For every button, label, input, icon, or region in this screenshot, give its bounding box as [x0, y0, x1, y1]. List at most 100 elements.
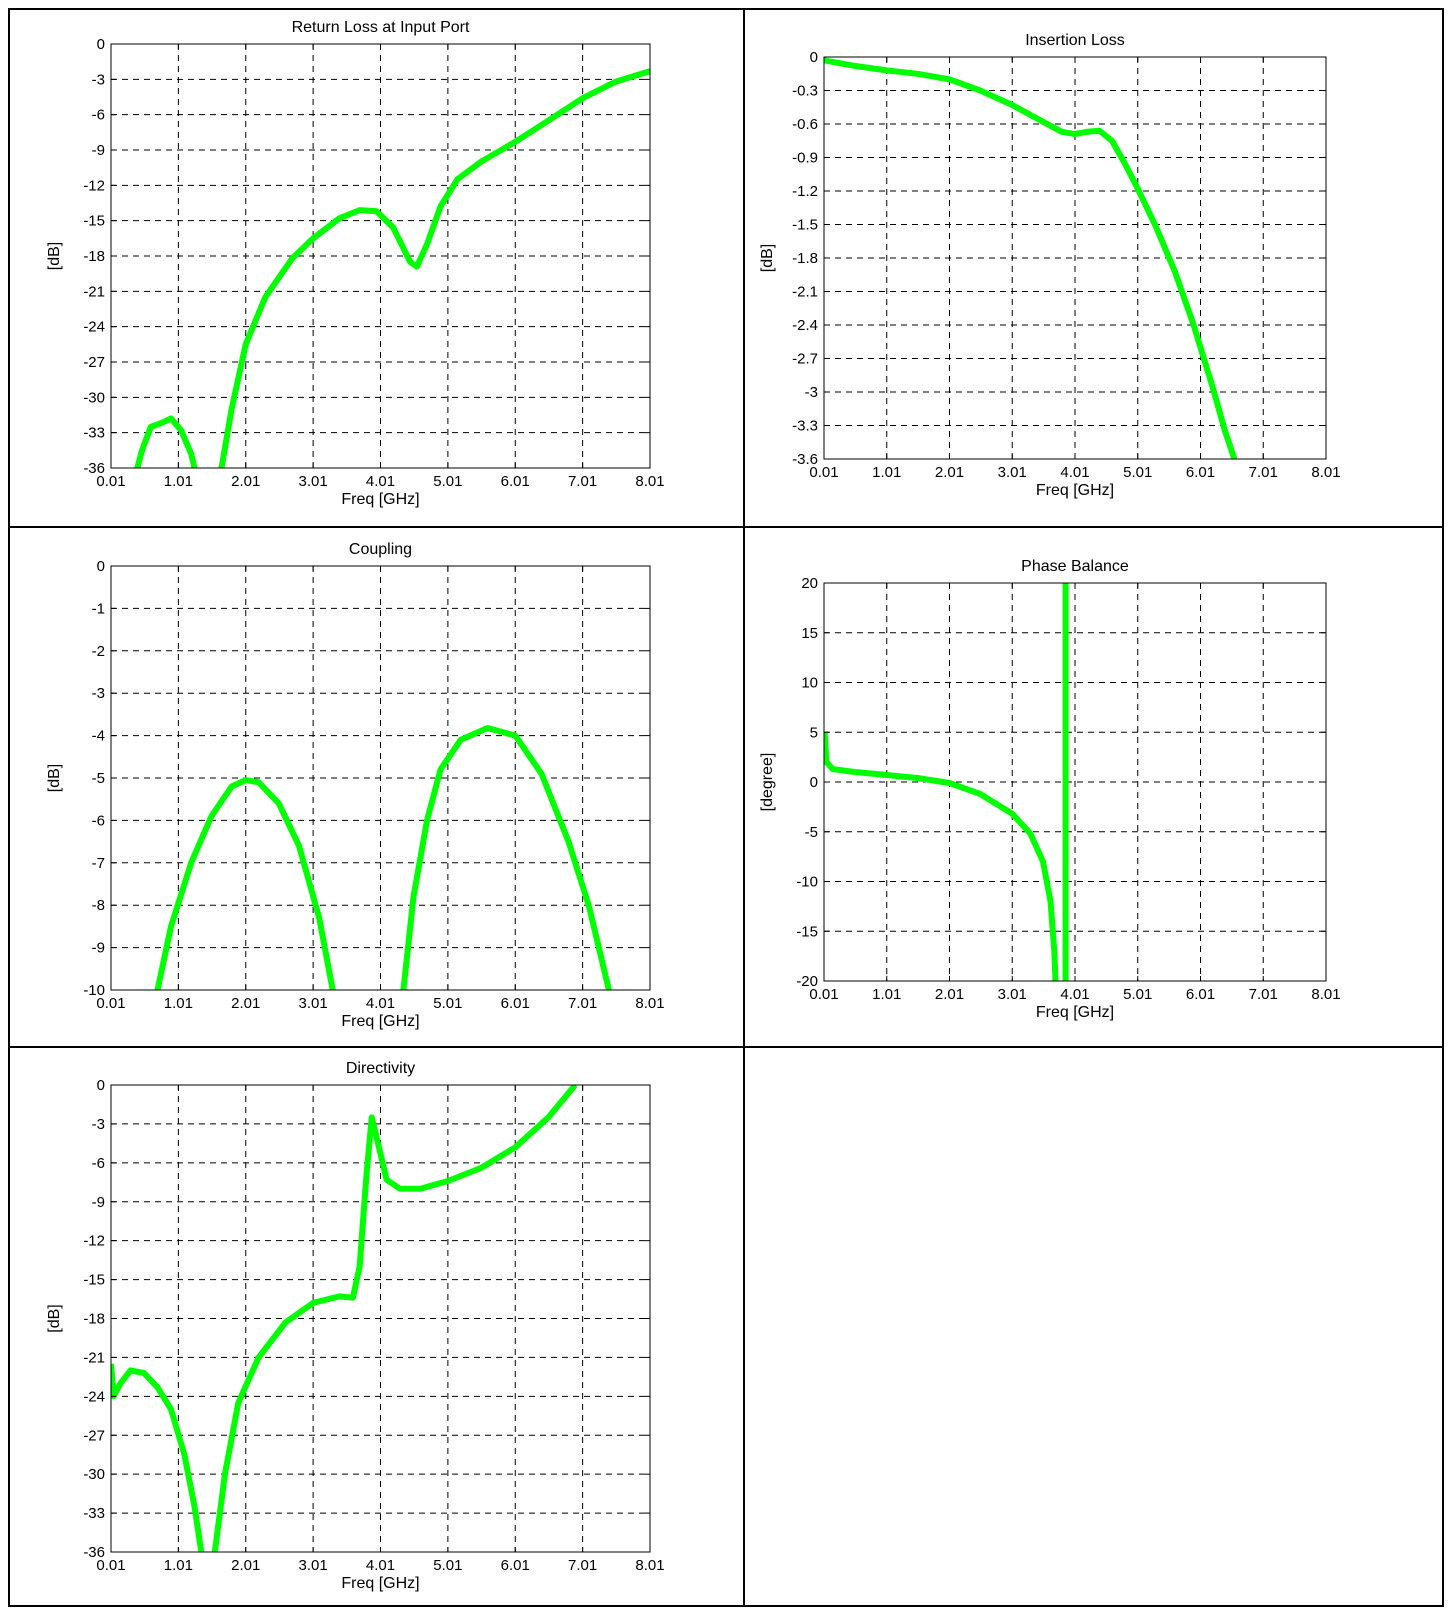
chart-cell-directivity: 0.01 1.01 2.01 3.01 4.01 5.01 6.01 7.01 8.01 0 -3 -… [10, 1048, 743, 1605]
y-tick-label: -30 [83, 1466, 105, 1483]
row-divider-2 [8, 1046, 1444, 1048]
y-axis-label: [dB] [46, 242, 63, 270]
x-tick-label: 2.01 [231, 995, 260, 1012]
y-tick-label: -3 [92, 1116, 105, 1133]
y-tick-label: -8 [92, 897, 105, 914]
coupling-chart: 0.01 1.01 2.01 3.01 4.01 5.01 6.01 7.01 8.01 0 -1 -… [46, 541, 665, 1030]
x-tick-label: 4.01 [366, 995, 395, 1012]
x-tick-label: 5.01 [433, 473, 462, 490]
y-tick-label: -21 [83, 283, 105, 300]
y-tick-label: -24 [83, 319, 105, 336]
chart-title: Directivity [346, 1060, 415, 1077]
x-tick-label: 6.01 [1186, 986, 1215, 1003]
x-tick-label: 2.01 [231, 473, 260, 490]
x-tick-label: 6.01 [501, 995, 530, 1012]
y-tick-label: -9 [92, 142, 105, 159]
y-tick-label: -33 [83, 1505, 105, 1522]
y-tick-label: -1.5 [792, 217, 818, 234]
x-tick-label: 8.01 [635, 473, 664, 490]
y-tick-label: -2.4 [792, 317, 818, 334]
x-tick-label: 7.01 [1249, 986, 1278, 1003]
y-tick-label: -3 [92, 685, 105, 702]
y-tick-label: -10 [83, 982, 105, 999]
y-tick-label: -27 [83, 354, 105, 371]
y-tick-label: 5 [810, 724, 818, 741]
x-tick-label: 3.01 [299, 473, 328, 490]
series-line-segment-0 [154, 777, 336, 990]
y-tick-label: 0 [810, 49, 818, 66]
y-tick-label: 10 [801, 675, 818, 692]
chart-title: Return Loss at Input Port [292, 19, 470, 36]
y-tick-label: -6 [92, 812, 105, 829]
y-tick-label: -6 [92, 107, 105, 124]
column-divider [743, 8, 745, 1607]
y-tick-label: -0.9 [792, 150, 818, 167]
y-tick-label: -21 [83, 1349, 105, 1366]
y-tick-label: -3.6 [792, 451, 818, 468]
y-tick-label: -1.8 [792, 250, 818, 267]
y-tick-label: 15 [801, 625, 818, 642]
chart-grid-frame [8, 8, 1444, 1607]
y-tick-label: -3.3 [792, 418, 818, 435]
y-tick-label: -12 [83, 177, 105, 194]
y-tick-label: -15 [83, 1272, 105, 1289]
x-tick-label: 0.01 [809, 464, 838, 481]
x-tick-label: 0.01 [96, 995, 125, 1012]
x-tick-label: 8.01 [635, 1557, 664, 1574]
x-axis-label: Freq [GHz] [1036, 482, 1114, 499]
y-axis-label: [degree] [759, 753, 776, 812]
x-tick-label: 7.01 [568, 995, 597, 1012]
insertion-loss-chart: 0.01 1.01 2.01 3.01 4.01 5.01 6.01 7.01 8.01 0 -0.… [759, 32, 1341, 499]
x-tick-label: 1.01 [164, 995, 193, 1012]
y-tick-label: -5 [92, 770, 105, 787]
y-tick-label: -1 [92, 600, 105, 617]
series-line-segment-0 [824, 57, 1238, 459]
chart-title: Phase Balance [1021, 558, 1129, 575]
x-tick-label: 4.01 [366, 473, 395, 490]
y-tick-label: -0.3 [792, 83, 818, 100]
y-tick-label: -9 [92, 940, 105, 957]
x-tick-label: 1.01 [164, 1557, 193, 1574]
x-tick-label: 6.01 [501, 473, 530, 490]
chart-cell-phase-balance: 0.01 1.01 2.01 3.01 4.01 5.01 6.01 7.01 8.01 20 15… [745, 528, 1442, 1046]
x-tick-label: 2.01 [935, 464, 964, 481]
y-tick-label: -36 [83, 460, 105, 477]
y-tick-label: -12 [83, 1233, 105, 1250]
phase-balance-chart: 0.01 1.01 2.01 3.01 4.01 5.01 6.01 7.01 8.01 20 15… [759, 558, 1341, 1021]
y-tick-label: -7 [92, 855, 105, 872]
x-tick-label: 0.01 [96, 473, 125, 490]
x-tick-label: 0.01 [809, 986, 838, 1003]
row-divider-1 [8, 526, 1444, 528]
y-tick-label: 20 [801, 575, 818, 592]
chart-title: Insertion Loss [1025, 32, 1125, 49]
x-tick-label: 6.01 [501, 1557, 530, 1574]
chart-cell-insertion-loss: 0.01 1.01 2.01 3.01 4.01 5.01 6.01 7.01 8.01 0 -0.… [745, 10, 1442, 526]
x-tick-label: 3.01 [299, 1557, 328, 1574]
x-tick-label: 6.01 [1186, 464, 1215, 481]
y-tick-label: -36 [83, 1544, 105, 1561]
x-tick-label: 0.01 [96, 1557, 125, 1574]
y-tick-label: -18 [83, 1311, 105, 1328]
x-tick-label: 4.01 [1060, 464, 1089, 481]
x-tick-label: 3.01 [299, 995, 328, 1012]
y-tick-label: -3 [92, 71, 105, 88]
x-axis-label: Freq [GHz] [341, 491, 419, 508]
y-tick-label: -4 [92, 728, 105, 745]
x-tick-label: 1.01 [872, 464, 901, 481]
series-line-segment-0 [134, 415, 198, 468]
x-axis-label: Freq [GHz] [341, 1575, 419, 1592]
y-tick-label: -6 [92, 1155, 105, 1172]
x-tick-label: 8.01 [635, 995, 664, 1012]
x-tick-label: 3.01 [998, 986, 1027, 1003]
series-line-segment-0 [824, 732, 1059, 981]
x-tick-label: 5.01 [1123, 464, 1152, 481]
y-tick-label: -10 [796, 874, 818, 891]
y-tick-label: -30 [83, 389, 105, 406]
x-tick-label: 1.01 [164, 473, 193, 490]
x-axis-label: Freq [GHz] [1036, 1004, 1114, 1021]
y-tick-label: -2.7 [792, 351, 818, 368]
y-tick-label: -15 [796, 923, 818, 940]
series-line-segment-1 [218, 68, 650, 468]
x-tick-label: 2.01 [231, 1557, 260, 1574]
x-tick-label: 3.01 [998, 464, 1027, 481]
